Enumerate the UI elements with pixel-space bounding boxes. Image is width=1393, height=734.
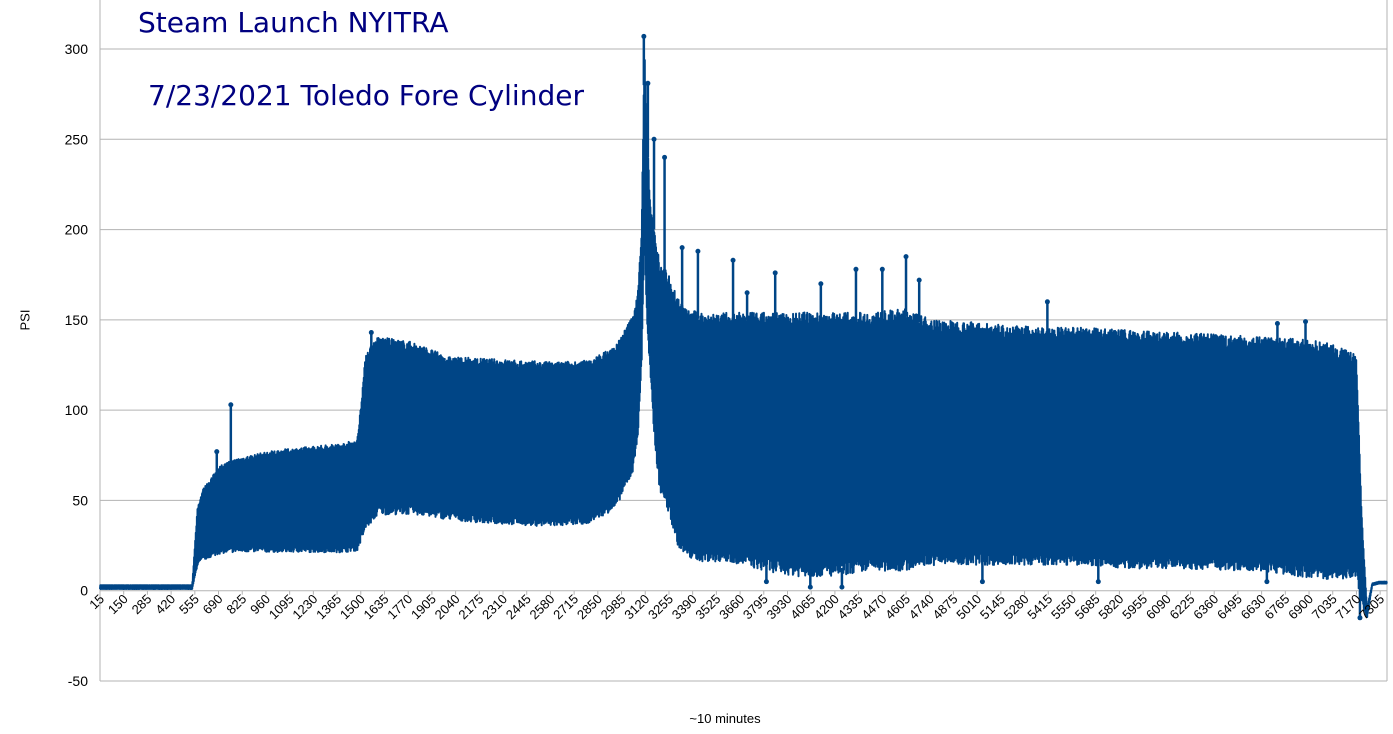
- x-tick-label: 690: [200, 591, 226, 617]
- x-tick-label: 2580: [526, 591, 557, 622]
- x-tick-label: 5145: [977, 591, 1008, 622]
- peak-point: [1095, 579, 1101, 585]
- x-tick-label: 6765: [1261, 591, 1292, 622]
- peak-point: [1357, 615, 1363, 621]
- x-tick-label: 4200: [811, 591, 842, 622]
- peak-point: [651, 136, 657, 142]
- x-tick-label: 3660: [716, 591, 747, 622]
- peak-point: [744, 290, 750, 296]
- x-tick-label: 6225: [1167, 591, 1198, 622]
- x-tick-label: 6360: [1190, 591, 1221, 622]
- x-axis-ticks: 1515028542055569082596010951230136515001…: [86, 590, 1387, 622]
- x-tick-label: 5415: [1024, 591, 1055, 622]
- peak-point: [1274, 320, 1280, 326]
- y-tick-label: 100: [65, 402, 89, 418]
- x-tick-label: 4335: [835, 591, 866, 622]
- x-tick-label: 2310: [479, 591, 510, 622]
- x-tick-label: 4470: [858, 591, 889, 622]
- peak-point: [763, 579, 769, 585]
- x-tick-label: 1770: [384, 591, 415, 622]
- x-tick-label: 2445: [503, 591, 534, 622]
- x-tick-label: 285: [129, 591, 155, 617]
- y-tick-label: 200: [65, 222, 89, 238]
- x-tick-label: 1635: [361, 591, 392, 622]
- x-tick-label: 3255: [645, 591, 676, 622]
- series-psi: [99, 33, 1388, 621]
- peak-point: [818, 281, 824, 287]
- x-tick-label: 7035: [1309, 591, 1340, 622]
- x-tick-label: 825: [223, 591, 249, 617]
- x-tick-label: 2715: [550, 591, 581, 622]
- y-tick-label: -50: [68, 673, 88, 689]
- peak-point: [807, 584, 813, 590]
- x-tick-label: 15: [86, 591, 107, 612]
- x-tick-label: 1230: [289, 591, 320, 622]
- x-tick-label: 2040: [432, 591, 463, 622]
- x-tick-label: 3930: [764, 591, 795, 622]
- x-tick-label: 5820: [1095, 591, 1126, 622]
- series-line: [99, 58, 1388, 618]
- x-tick-label: 5685: [1072, 591, 1103, 622]
- x-tick-label: 6630: [1238, 591, 1269, 622]
- x-tick-label: 4065: [787, 591, 818, 622]
- peak-point: [641, 33, 647, 39]
- x-tick-label: 555: [176, 591, 202, 617]
- y-tick-label: 250: [65, 131, 89, 147]
- x-tick-label: 6090: [1143, 591, 1174, 622]
- peak-point: [1044, 299, 1050, 305]
- y-axis-ticks: 300 250 200 150 100 50 0 -50: [65, 41, 89, 689]
- x-tick-label: 4875: [929, 591, 960, 622]
- peak-point: [1303, 319, 1309, 325]
- x-tick-label: 3525: [692, 591, 723, 622]
- y-tick-label: 50: [72, 492, 88, 508]
- peak-point: [979, 579, 985, 585]
- y-tick-label: 0: [80, 583, 88, 599]
- y-tick-label: 150: [65, 312, 89, 328]
- peak-point: [839, 584, 845, 590]
- x-tick-label: 6900: [1285, 591, 1316, 622]
- peak-point: [1264, 579, 1270, 585]
- peak-point: [679, 245, 685, 251]
- x-tick-label: 1365: [313, 591, 344, 622]
- x-tick-label: 5280: [1001, 591, 1032, 622]
- peak-point: [772, 270, 778, 276]
- peak-point: [853, 266, 859, 272]
- y-tick-label: 300: [65, 41, 89, 57]
- peak-point: [730, 257, 736, 263]
- peak-point: [695, 248, 701, 254]
- x-tick-label: 6495: [1214, 591, 1245, 622]
- x-tick-label: 3390: [669, 591, 700, 622]
- x-tick-label: 1500: [337, 591, 368, 622]
- x-tick-label: 5010: [953, 591, 984, 622]
- x-tick-label: 1905: [408, 591, 439, 622]
- peak-point: [228, 402, 234, 408]
- y-axis-label-text: PSI: [17, 309, 33, 331]
- x-tick-label: 3120: [621, 591, 652, 622]
- x-tick-label: 420: [152, 591, 178, 617]
- x-tick-label: 3795: [740, 591, 771, 622]
- x-tick-label: 150: [105, 591, 131, 617]
- x-tick-label: 4740: [906, 591, 937, 622]
- peak-point: [645, 80, 651, 86]
- peak-point: [903, 254, 909, 260]
- y-axis-label: PSI: [10, 300, 40, 340]
- x-tick-label: 1095: [266, 591, 297, 622]
- x-tick-label: 2985: [598, 591, 629, 622]
- peak-point: [916, 277, 922, 283]
- chart-title: Steam Launch NYITRA: [138, 6, 449, 39]
- x-tick-label: 5550: [1048, 591, 1079, 622]
- x-tick-label: 2850: [574, 591, 605, 622]
- peak-point: [214, 449, 220, 455]
- x-axis-label: ~10 minutes: [689, 711, 761, 726]
- chart-subtitle: 7/23/2021 Toledo Fore Cylinder: [148, 79, 584, 112]
- peak-point: [368, 329, 374, 335]
- x-tick-label: 2175: [455, 591, 486, 622]
- peak-point: [662, 154, 668, 160]
- x-tick-label: 5955: [1119, 591, 1150, 622]
- peak-point: [879, 266, 885, 272]
- x-tick-label: 4605: [882, 591, 913, 622]
